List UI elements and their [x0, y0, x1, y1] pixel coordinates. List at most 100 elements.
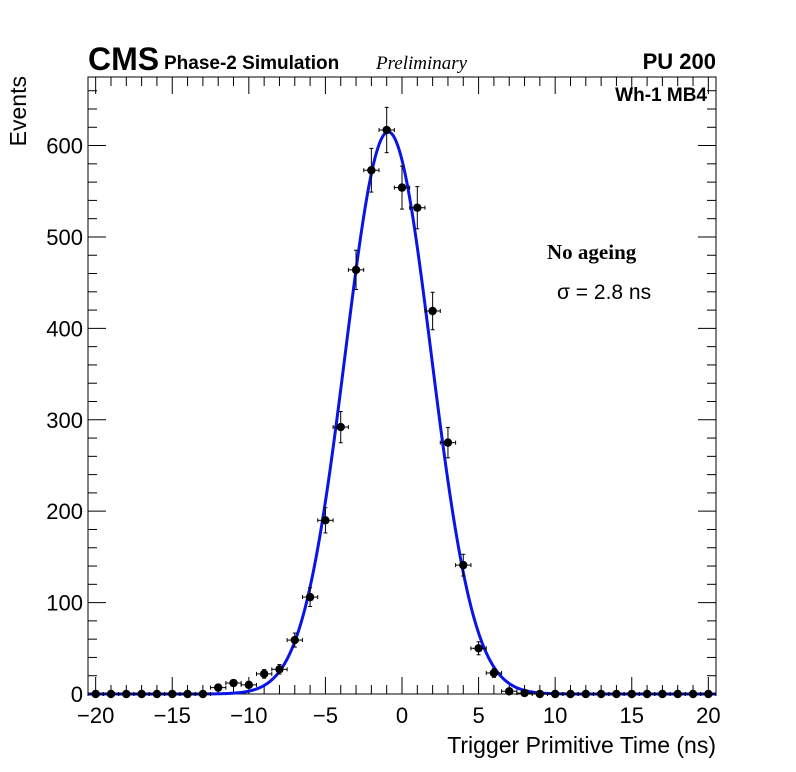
y-tick-label: 400	[46, 316, 83, 341]
data-point	[363, 147, 380, 193]
data-marker	[459, 560, 468, 570]
data-marker	[106, 689, 116, 699]
data-marker	[489, 668, 499, 678]
data-point	[501, 687, 518, 696]
y-tick-label: 200	[46, 499, 83, 524]
chamber-label: Wh-1 MB4	[615, 85, 707, 106]
data-marker	[428, 306, 437, 316]
data-point	[102, 689, 120, 699]
data-point	[409, 186, 426, 230]
data-marker	[535, 689, 545, 699]
data-point	[194, 689, 212, 699]
data-point	[240, 680, 257, 690]
phase2-label: Phase-2 Simulation	[164, 53, 339, 74]
data-point	[332, 410, 349, 444]
pileup-label: PU 200	[643, 49, 716, 74]
data-marker	[275, 665, 284, 674]
data-marker	[688, 689, 698, 699]
data-marker	[137, 689, 146, 699]
data-marker	[474, 644, 483, 653]
data-marker	[382, 125, 391, 135]
data-point	[133, 689, 150, 699]
data-marker	[642, 689, 652, 699]
data-point	[470, 641, 487, 656]
x-tick-label: 0	[396, 703, 408, 728]
data-point	[210, 683, 227, 692]
data-point	[317, 507, 334, 534]
x-axis-title: Trigger Primitive Time (ns)	[447, 732, 716, 758]
y-axis-ticks: 0 100 200 300 400 500 600	[46, 90, 716, 707]
data-marker	[122, 689, 131, 699]
data-marker	[351, 265, 361, 275]
data-point	[592, 689, 610, 699]
data-point	[347, 249, 365, 291]
data-point	[301, 587, 319, 608]
data-marker	[397, 183, 407, 192]
data-point	[700, 689, 717, 699]
fit-layer	[88, 130, 716, 696]
data-point	[378, 106, 395, 154]
x-tick-label: −10	[230, 703, 267, 728]
data-point	[271, 664, 288, 675]
data-marker	[581, 689, 591, 699]
data-point	[225, 678, 242, 688]
data-point	[485, 668, 503, 678]
data-marker	[505, 687, 514, 696]
data-point	[118, 689, 135, 699]
data-point	[562, 689, 579, 699]
data-point	[577, 689, 594, 699]
sigma-annotation: σ = 2.8 ns	[557, 281, 651, 304]
data-marker	[259, 669, 269, 679]
y-tick-label: 300	[46, 408, 83, 433]
data-marker	[520, 688, 529, 698]
y-axis-title: Events	[5, 76, 31, 146]
x-tick-label: 20	[696, 703, 720, 728]
data-marker	[550, 689, 560, 699]
x-tick-label: −15	[154, 703, 191, 728]
data-marker	[443, 438, 453, 447]
data-point	[654, 689, 671, 699]
data-marker	[91, 689, 100, 699]
data-point	[286, 632, 303, 648]
data-marker	[168, 689, 177, 699]
data-marker	[321, 516, 330, 525]
data-marker	[152, 689, 162, 699]
data-point	[255, 669, 273, 679]
data-marker	[704, 689, 713, 699]
data-point	[608, 689, 625, 699]
x-tick-label: 10	[543, 703, 567, 728]
data-point	[455, 553, 472, 577]
data-marker	[413, 203, 422, 212]
data-marker	[336, 422, 345, 432]
data-marker	[290, 635, 299, 645]
data-point	[164, 689, 181, 699]
x-tick-label: −5	[313, 703, 338, 728]
data-point	[393, 165, 411, 210]
data-marker	[627, 689, 636, 699]
gaussian-fit-curve	[88, 130, 716, 696]
data-point	[424, 291, 441, 331]
cms-label: CMS	[88, 41, 159, 77]
data-marker	[198, 689, 208, 699]
data-marker	[566, 689, 575, 699]
y-tick-label: 0	[71, 682, 83, 707]
data-marker	[658, 689, 667, 699]
y-tick-label: 600	[46, 134, 83, 159]
x-tick-label: −20	[77, 703, 114, 728]
data-marker	[596, 689, 606, 699]
y-tick-label: 500	[46, 225, 83, 250]
data-point	[638, 689, 656, 699]
data-point	[684, 689, 702, 699]
data-point	[87, 689, 104, 699]
data-marker	[673, 689, 682, 699]
x-tick-label: 5	[472, 703, 484, 728]
data-point	[516, 688, 533, 698]
y-tick-label: 100	[46, 591, 83, 616]
data-marker	[612, 689, 621, 699]
data-marker	[305, 592, 315, 602]
data-point	[547, 689, 564, 699]
x-tick-label: 15	[620, 703, 644, 728]
data-marker	[229, 678, 238, 688]
data-points-layer	[87, 106, 717, 699]
